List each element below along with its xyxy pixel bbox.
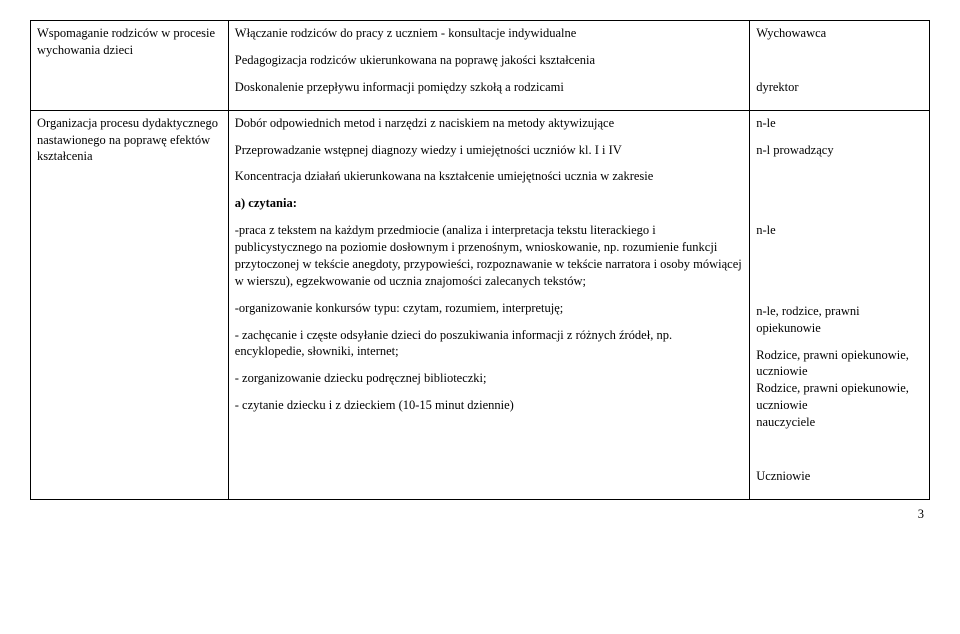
col-right-line: n-le, rodzice, prawni opiekunowie (756, 303, 923, 337)
col-middle-line: - zachęcanie i częste odsyłanie dzieci d… (235, 327, 743, 361)
col-left-line: Wspomaganie rodziców w procesie wychowan… (37, 25, 222, 59)
col-right-line: n-le (756, 222, 923, 239)
col-middle: Włączanie rodziców do pracy z uczniem - … (228, 21, 749, 111)
col-middle-line: - czytanie dziecku i z dzieckiem (10-15 … (235, 397, 743, 414)
col-middle-line: Przeprowadzanie wstępnej diagnozy wiedzy… (235, 142, 743, 159)
col-right-line: Rodzice, prawni opiekunowie, uczniowie (756, 347, 923, 381)
col-right: Wychowawca dyrektor (750, 21, 930, 111)
col-right-line (756, 52, 923, 69)
col-right-line: Rodzice, prawni opiekunowie, uczniowie (756, 380, 923, 414)
col-middle-line: - zorganizowanie dziecku podręcznej bibl… (235, 370, 743, 387)
col-left: Wspomaganie rodziców w procesie wychowan… (31, 21, 229, 111)
col-right-line (756, 441, 923, 458)
col-middle: Dobór odpowiednich metod i narzędzi z na… (228, 110, 749, 499)
col-left: Organizacja procesu dydaktycznego nastaw… (31, 110, 229, 499)
col-middle-line: -praca z tekstem na każdym przedmiocie (… (235, 222, 743, 290)
col-right-line: nauczyciele (756, 414, 923, 431)
col-right-line (756, 249, 923, 266)
col-right: n-le n-l prowadzący n-le n-le, rodzice, p… (750, 110, 930, 499)
col-right-line: Wychowawca (756, 25, 923, 42)
col-right-line: Uczniowie (756, 468, 923, 485)
col-middle-line: Doskonalenie przepływu informacji pomięd… (235, 79, 743, 96)
col-middle-line: Dobór odpowiednich metod i narzędzi z na… (235, 115, 743, 132)
col-middle-line: Koncentracja działań ukierunkowana na ks… (235, 168, 743, 185)
col-right-line: n-l prowadzący (756, 142, 923, 159)
col-right-line: dyrektor (756, 79, 923, 96)
col-right-line (756, 168, 923, 185)
col-left-line: Organizacja procesu dydaktycznego nastaw… (37, 115, 222, 166)
col-middle-line: a) czytania: (235, 195, 743, 212)
table-row: Wspomaganie rodziców w procesie wychowan… (31, 21, 930, 111)
col-right-line (756, 276, 923, 293)
col-middle-line: -organizowanie konkursów typu: czytam, r… (235, 300, 743, 317)
col-right-line (756, 195, 923, 212)
col-middle-line: Włączanie rodziców do pracy z uczniem - … (235, 25, 743, 42)
page-number: 3 (30, 506, 930, 523)
col-right-line: n-le (756, 115, 923, 132)
col-middle-line: Pedagogizacja rodziców ukierunkowana na … (235, 52, 743, 69)
table-row: Organizacja procesu dydaktycznego nastaw… (31, 110, 930, 499)
document-table: Wspomaganie rodziców w procesie wychowan… (30, 20, 930, 500)
